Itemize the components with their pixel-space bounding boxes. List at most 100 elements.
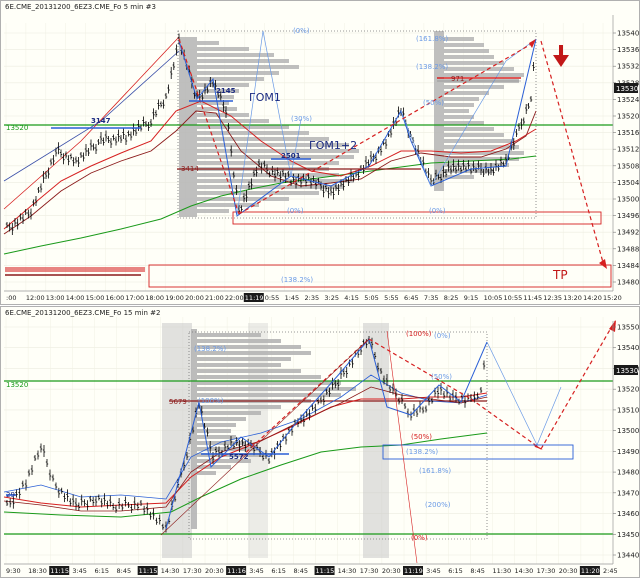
time-axis: 9:30 18:30 11:15 3:45 6:15 8:45 11:15 14:30 17:3…	[6, 566, 618, 575]
time-tick-label: 3:45	[72, 567, 87, 575]
time-tick-label: 17:30	[183, 567, 202, 575]
fib-30: (30%)	[291, 115, 312, 123]
time-tick-label: 17:30	[360, 567, 379, 575]
chart-panel-15min[interactable]: 6E.CME_20131200_6EZ3.CME_Fo 15 min #2	[0, 306, 640, 578]
chart-canvas-5min[interactable]: 2145 3147 2501 3414 971 ГОМ1 ГОМ1+2 TP (…	[1, 1, 640, 305]
time-tick-label: 16:00	[106, 294, 125, 302]
time-tick-label: 2:35	[305, 294, 320, 302]
fib-50-r: (50%)	[431, 373, 452, 381]
price-tick-label: 13504	[617, 179, 640, 187]
price-tick-label: 13536	[617, 46, 640, 54]
price-tick-label: 13550	[617, 324, 639, 332]
vol-971-label: 971	[451, 75, 464, 83]
time-tick-label: 11:20	[581, 567, 600, 575]
time-tick-label: 6:15	[448, 567, 463, 575]
time-tick-label: :00	[6, 294, 16, 302]
time-tick-label: 21:00	[205, 294, 224, 302]
price-tick-label: 13532	[617, 63, 639, 71]
tp-zone-box	[148, 264, 612, 288]
time-tick-label: 9:30	[6, 567, 21, 575]
chart-title: 6E.CME_20131200_6EZ3.CME_Fo 5 min #3	[5, 3, 156, 11]
price-tick-label: 13480	[617, 279, 639, 287]
time-tick-label: 11:15	[50, 567, 69, 575]
fib-1382: (138.2%)	[416, 63, 448, 71]
fib-0-top: (0%)	[293, 27, 310, 35]
time-tick-label: 17:30	[537, 567, 556, 575]
price-axis: 13550 13540 13530 13520 13510 13500 13490 13480…	[613, 324, 639, 560]
price-tick-label: 13492	[617, 229, 639, 237]
fib-1618: (161.8%)	[416, 35, 448, 43]
fib-0-left: (0%)	[411, 534, 428, 542]
time-tick-label: 17:00	[125, 294, 144, 302]
ma-red-slow	[3, 100, 537, 230]
time-tick-label: 8:45	[470, 567, 485, 575]
time-tick-label: 6:15	[271, 567, 286, 575]
time-tick-label: 14:30	[515, 567, 534, 575]
time-tick-label: 3:45	[249, 567, 264, 575]
time-tick-label: 11:15	[316, 567, 335, 575]
time-tick-label: 8:45	[293, 567, 308, 575]
zigzag-blue	[178, 38, 537, 217]
vol-3147-label: 3147	[91, 117, 111, 125]
time-axis: :00 12:00 13:00 14:00 15:00 16:00 17:00 18:00 19…	[6, 293, 622, 302]
time-tick-label: 5:55	[384, 294, 399, 302]
left-red-bar	[5, 267, 145, 272]
fib-1382: (138.2%)	[194, 345, 226, 353]
time-tick-label: 19:00	[165, 294, 184, 302]
current-price-tag	[614, 83, 638, 93]
time-tick-label: 6:15	[94, 567, 109, 575]
time-tick-label: 11:16	[227, 567, 246, 575]
chart-title: 6E.CME_20131200_6EZ3.CME_Fo 15 min #2	[5, 309, 161, 317]
current-price-tag	[614, 365, 638, 375]
chart-panel-5min[interactable]: 6E.CME_20131200_6EZ3.CME_Fo 5 min #3	[0, 0, 640, 305]
price-tick-label: 13500	[617, 196, 639, 204]
price-tick-label: 13540	[617, 30, 639, 38]
time-tick-label: 15:00	[86, 294, 105, 302]
price-tick-label: 13524	[617, 96, 640, 104]
time-tick-label: 11:19	[404, 567, 423, 575]
tp-label: TP	[552, 268, 568, 282]
price-tick-label: 13510	[617, 406, 639, 414]
time-tick-label: 12:00	[26, 294, 45, 302]
fib-50: (50%)	[423, 99, 444, 107]
price-candles	[5, 33, 535, 235]
time-tick-label: 9:15	[464, 294, 479, 302]
time-tick-label: 4:15	[344, 294, 359, 302]
time-tick-label: 3:45	[426, 567, 441, 575]
time-tick-label: 6:45	[404, 294, 419, 302]
fib-100b: (100%)	[406, 330, 432, 338]
time-tick-label: 11:15	[139, 567, 158, 575]
vol-2501-label: 2501	[281, 152, 301, 160]
time-tick-label: 10:55	[504, 294, 523, 302]
time-tick-label: 14:30	[338, 567, 357, 575]
time-tick-label: 20:30	[559, 567, 578, 575]
price-tick-label: 13500	[617, 427, 639, 435]
time-tick-label: 2:45	[603, 567, 618, 575]
fib-1382b: (138.2%)	[406, 448, 438, 456]
time-tick-label: 18:00	[145, 294, 164, 302]
price-tick-label: 13520	[617, 113, 639, 121]
price-tick-label: 13520	[617, 386, 639, 394]
price-tick-label: 13440	[617, 552, 639, 560]
chart-canvas-15min[interactable]: 5679 5572 (138.2%) (100%) (0%) (100%) (5…	[1, 307, 640, 578]
price-tick-label: 13480	[617, 469, 639, 477]
fib-1382-bottom: (138.2%)	[281, 276, 313, 284]
sell-arrow-icon	[553, 45, 569, 67]
vol-2145-label: 2145	[216, 87, 236, 95]
time-tick-label: 0:55	[265, 294, 280, 302]
time-tick-label: 13:20	[563, 294, 582, 302]
time-tick-label: 18:30	[28, 567, 47, 575]
price-tick-label: 13512	[617, 146, 639, 154]
price-tick-label: 13496	[617, 212, 640, 220]
time-tick-label: 22:00	[225, 294, 244, 302]
left-price-label: 13520	[6, 381, 28, 389]
time-tick-label: 14:20	[583, 294, 602, 302]
time-tick-label: 13:00	[46, 294, 65, 302]
left-price-label: 13520	[6, 124, 28, 132]
price-tick-label: 13470	[617, 489, 639, 497]
current-price-text: 13530	[616, 85, 638, 93]
time-tick-label: 20:30	[205, 567, 224, 575]
current-price-text: 13530	[616, 367, 638, 375]
fib-0-low: (0%)	[287, 207, 304, 215]
vol-3414-label: 3414	[181, 165, 199, 173]
